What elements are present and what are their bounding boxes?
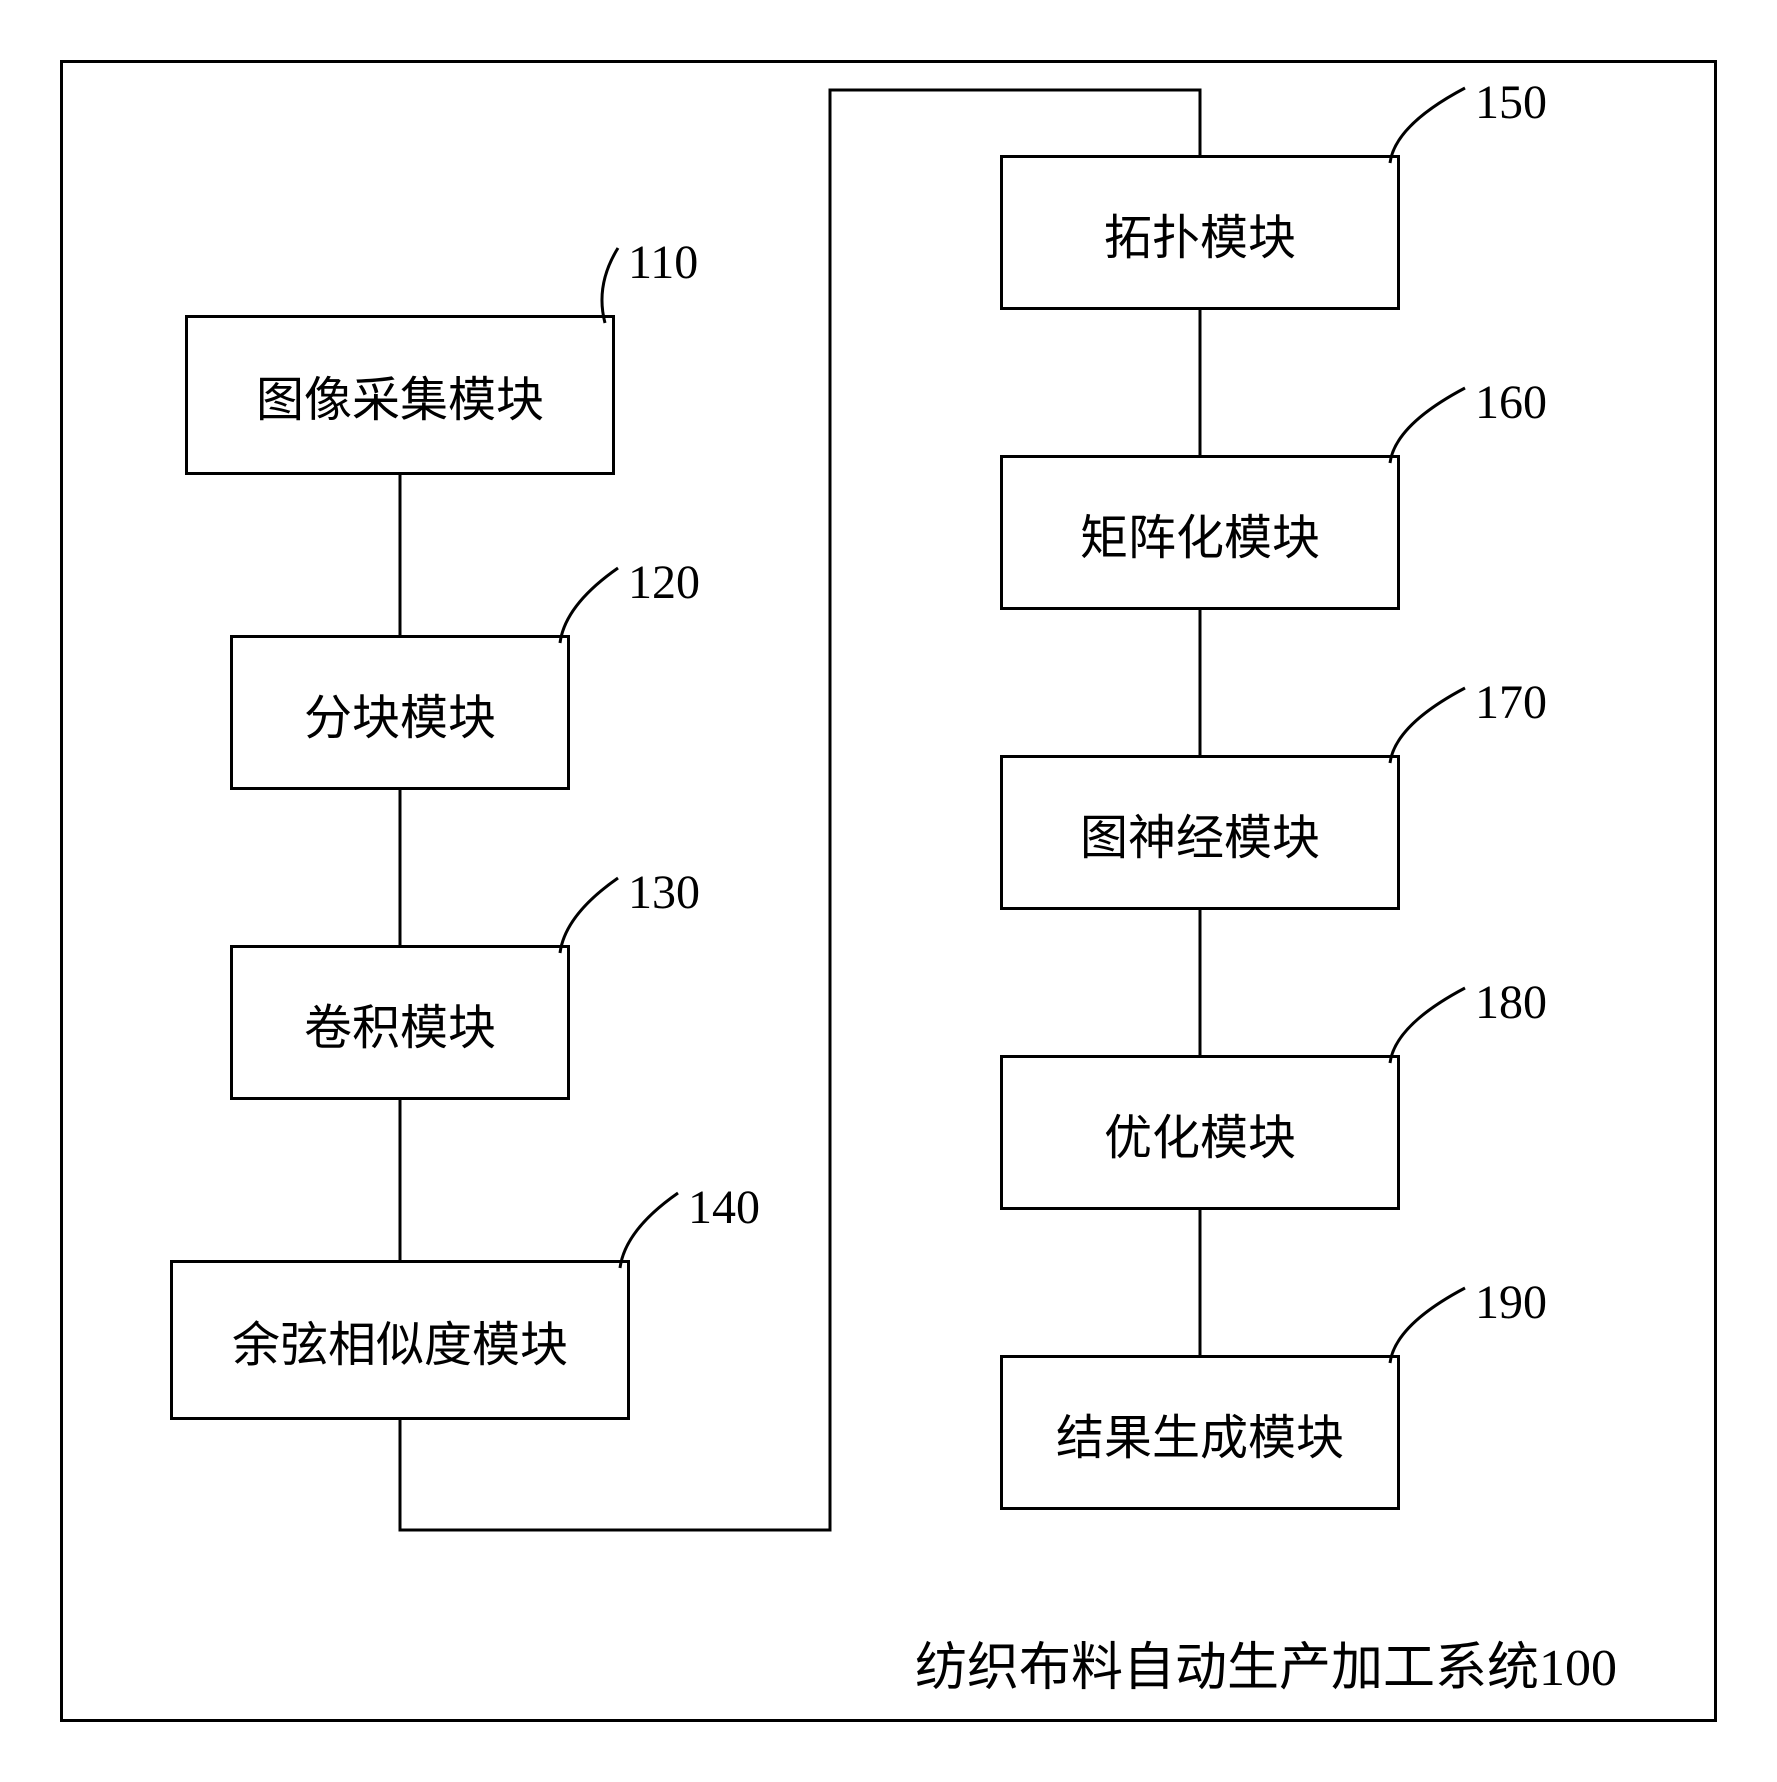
node-label: 矩阵化模块	[1080, 498, 1320, 568]
node-label: 卷积模块	[304, 988, 496, 1058]
node-170: 图神经模块	[1000, 755, 1400, 910]
node-label: 优化模块	[1104, 1098, 1296, 1168]
ref-label-110: 110	[628, 235, 698, 290]
node-140: 余弦相似度模块	[170, 1260, 630, 1420]
ref-label-180: 180	[1475, 975, 1547, 1030]
node-160: 矩阵化模块	[1000, 455, 1400, 610]
ref-label-160: 160	[1475, 375, 1547, 430]
outer-frame	[60, 60, 1717, 1722]
node-label: 拓扑模块	[1104, 198, 1296, 268]
ref-label-130: 130	[628, 865, 700, 920]
node-label: 结果生成模块	[1056, 1398, 1344, 1468]
node-150: 拓扑模块	[1000, 155, 1400, 310]
node-130: 卷积模块	[230, 945, 570, 1100]
node-190: 结果生成模块	[1000, 1355, 1400, 1510]
diagram-title: 纺织布料自动生产加工系统100	[915, 1625, 1617, 1700]
node-label: 图神经模块	[1080, 798, 1320, 868]
ref-label-120: 120	[628, 555, 700, 610]
title-num: 100	[1539, 1640, 1617, 1697]
ref-label-170: 170	[1475, 675, 1547, 730]
node-180: 优化模块	[1000, 1055, 1400, 1210]
ref-label-150: 150	[1475, 75, 1547, 130]
ref-label-190: 190	[1475, 1275, 1547, 1330]
node-110: 图像采集模块	[185, 315, 615, 475]
node-label: 分块模块	[304, 678, 496, 748]
node-120: 分块模块	[230, 635, 570, 790]
node-label: 余弦相似度模块	[232, 1305, 568, 1375]
title-prefix: 纺织布料自动生产加工系统	[915, 1640, 1539, 1697]
node-label: 图像采集模块	[256, 360, 544, 430]
ref-label-140: 140	[688, 1180, 760, 1235]
